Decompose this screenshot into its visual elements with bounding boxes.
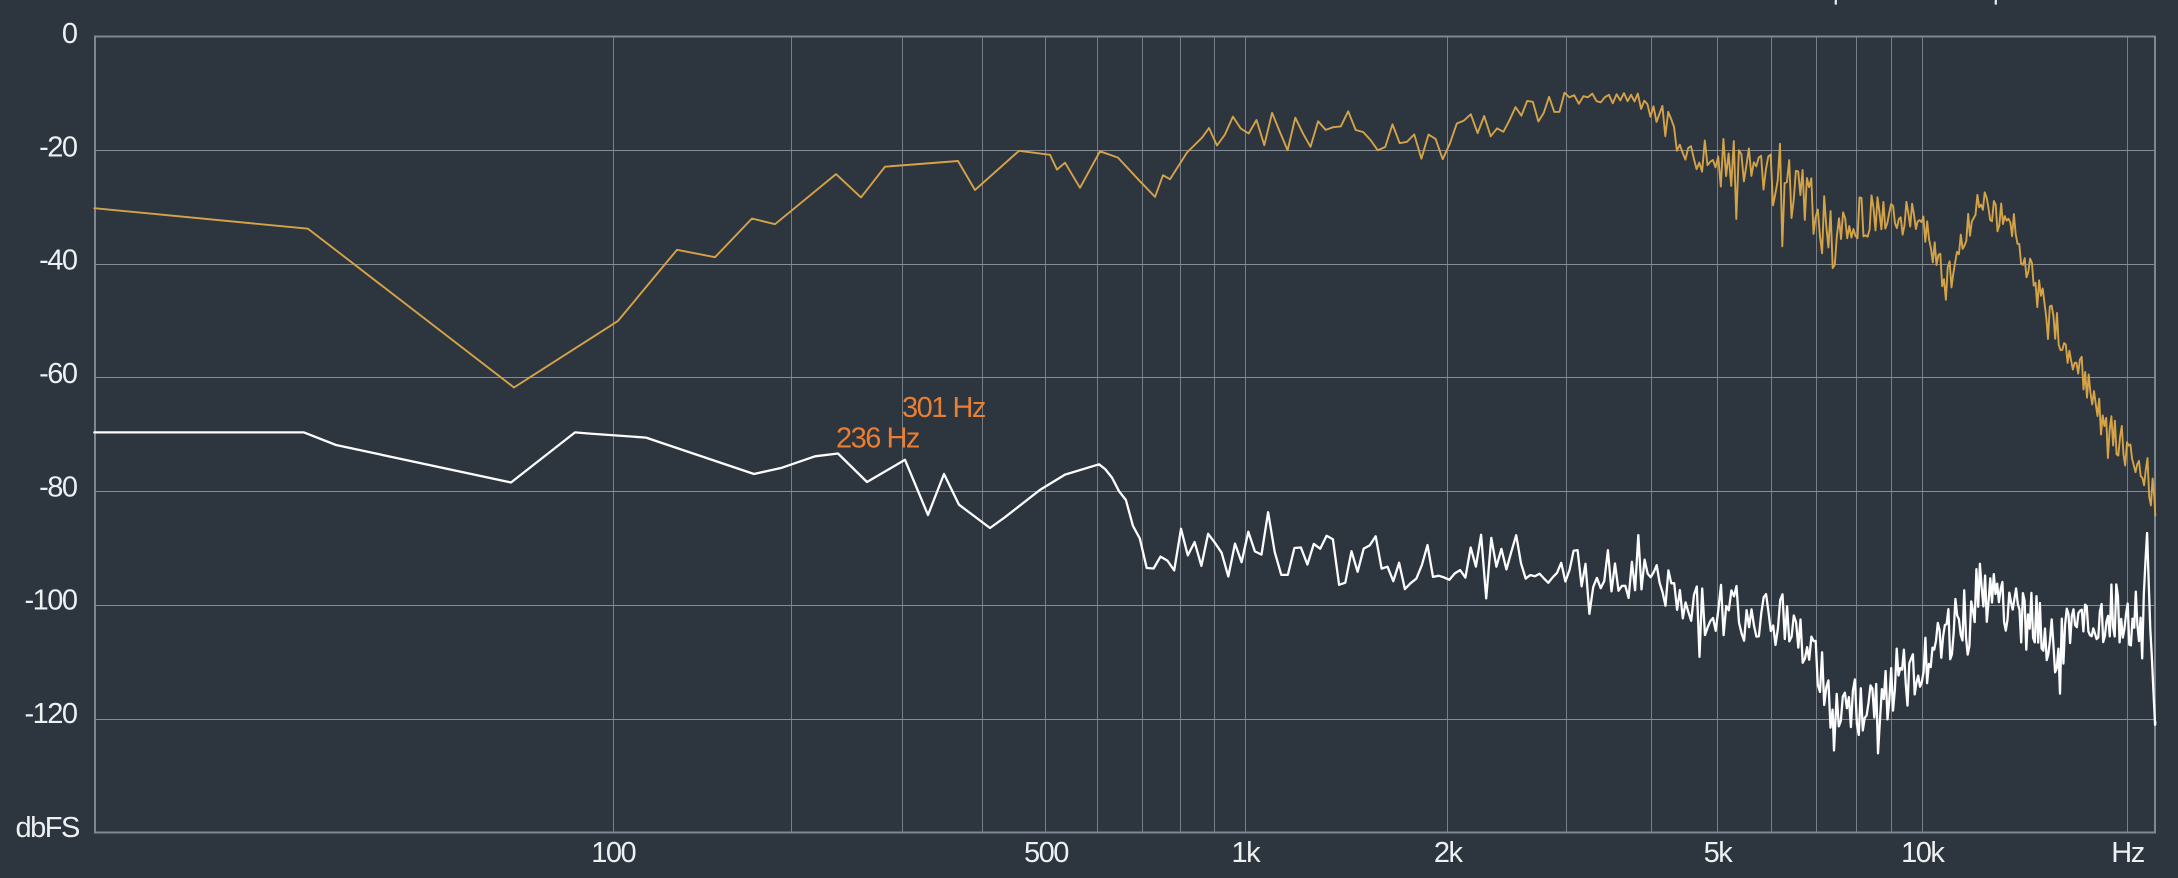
svg-text:-20: -20: [39, 131, 77, 163]
svg-text:1k: 1k: [1231, 837, 1261, 869]
svg-text:-100: -100: [24, 585, 76, 617]
svg-text:100: 100: [591, 837, 635, 869]
svg-text:dbFS: dbFS: [16, 812, 80, 844]
svg-text:301 Hz: 301 Hz: [902, 392, 986, 424]
svg-text:10k: 10k: [1901, 837, 1945, 869]
svg-text:0: 0: [62, 18, 77, 50]
svg-text:5k: 5k: [1704, 837, 1734, 869]
svg-text:-40: -40: [39, 245, 77, 277]
svg-text:236 Hz: 236 Hz: [836, 423, 920, 455]
svg-text:-120: -120: [24, 698, 76, 730]
svg-text:Hz: Hz: [2111, 837, 2144, 869]
svg-text:-60: -60: [39, 358, 77, 390]
svg-text:2k: 2k: [1434, 837, 1464, 869]
svg-text:500: 500: [1024, 837, 1068, 869]
svg-text:-80: -80: [39, 471, 77, 503]
